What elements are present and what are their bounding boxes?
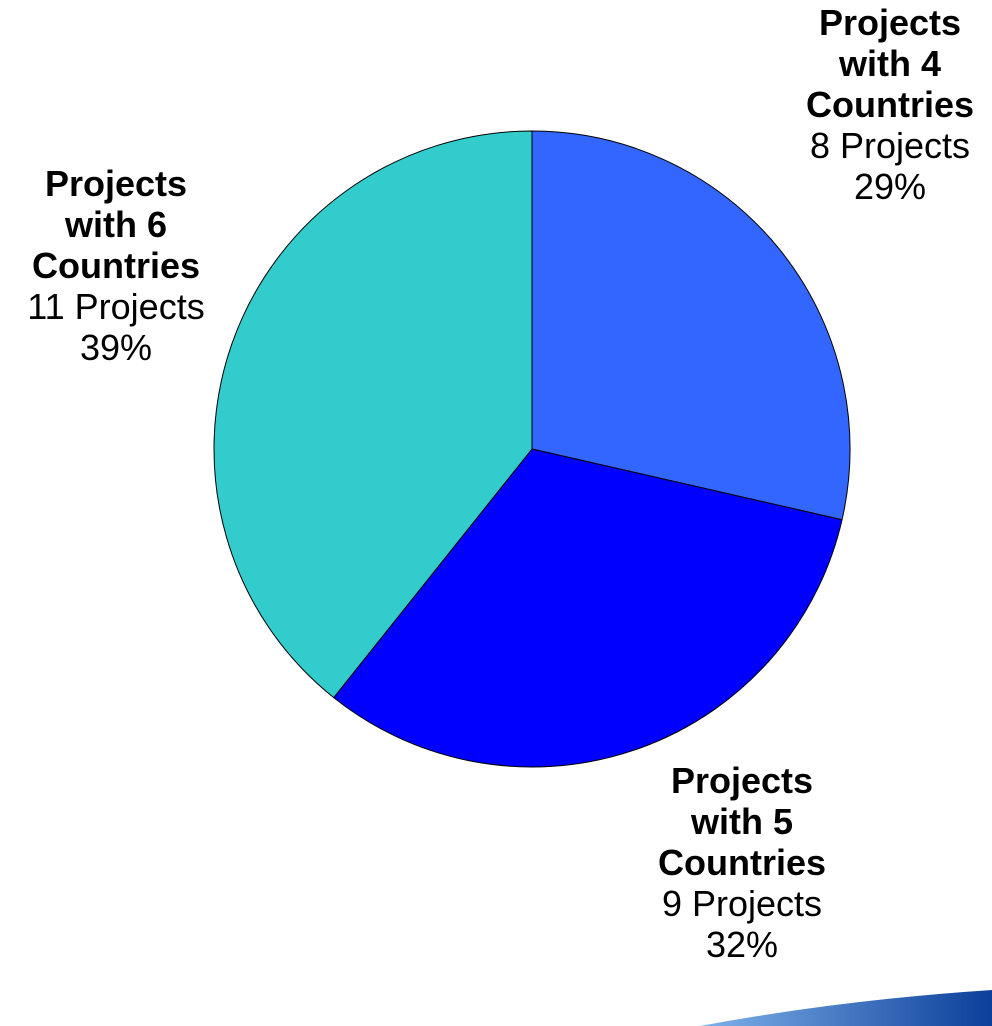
pie-slice-3 [213,130,533,699]
slice-percent-label: 39% [79,327,153,368]
slice-value-label: 9 Projects [661,883,823,924]
slice-value-label: 8 Projects [809,125,971,166]
slice-name-line: Projects [818,2,962,43]
corner-swoosh-decoration [700,990,992,1026]
pie-slice-2 [333,448,843,768]
pie-slice-1 [531,130,851,521]
slice-name-line: Countries [31,245,200,286]
slice-name-line: Projects [670,760,814,801]
slice-label-5-countries: Projects with 5 Countries 9 Projects 32% [637,760,847,965]
slice-name-line: with 5 [690,801,793,842]
slice-value-label: 11 Projects [27,286,205,327]
slice-name-line: with 4 [838,43,941,84]
slice-name-line: Projects [44,163,188,204]
slice-name-line: Countries [805,84,974,125]
slice-percent-label: 29% [853,166,927,207]
slice-percent-label: 32% [705,924,779,965]
slice-label-6-countries: Projects with 6 Countries 11 Projects 39… [2,163,230,368]
pie-slices [213,130,851,768]
slice-label-4-countries: Projects with 4 Countries 8 Projects 29% [800,2,980,207]
slice-name-line: Countries [657,842,826,883]
slice-name-line: with 6 [64,204,167,245]
